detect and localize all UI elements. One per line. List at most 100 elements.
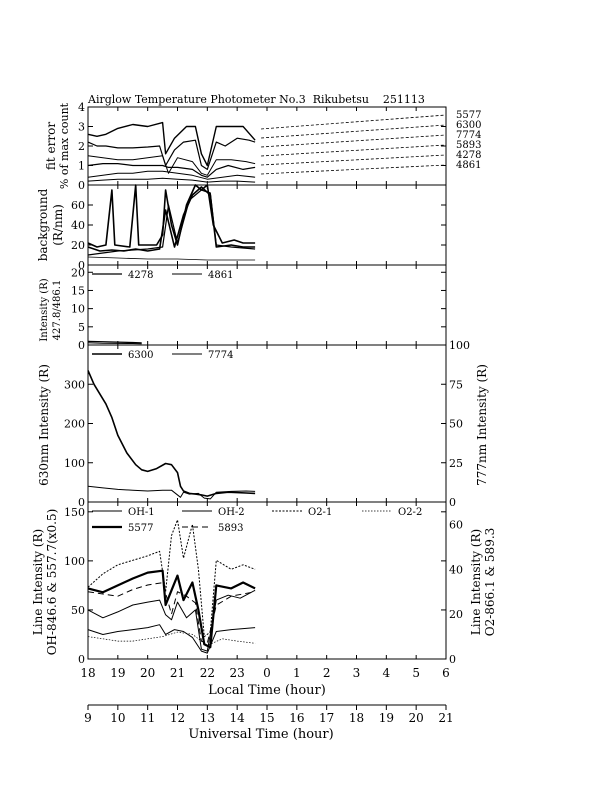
legend-leader (261, 144, 447, 157)
panel-630-777: 630nm Intensity (R) 777nm Intensity (R) (37, 344, 489, 503)
legend-label: 7774 (208, 350, 233, 361)
legend-leader (261, 114, 447, 130)
y2-tick-label: 40 (449, 563, 463, 576)
y-tick-label: 50 (71, 604, 85, 617)
panel-marks-background: 0 20 40 60 (71, 184, 447, 272)
legend-label: 6300 (456, 120, 481, 131)
local-time-tick-label: 18 (80, 666, 95, 680)
local-time-tick-label: 19 (110, 666, 125, 680)
panel-y2label: Line Intensity (R) (469, 529, 483, 635)
series-line-d (87, 256, 256, 261)
panel-line-intensity: Line Intensity (R) OH-846.6 & 557.7(x0.5… (31, 501, 497, 660)
legend-label: OH-1 (128, 507, 155, 518)
legend-leader (261, 164, 447, 175)
series-line-OH-2 (87, 624, 256, 654)
ut-tick-label: 18 (349, 711, 364, 725)
local-time-tick-label: 1 (293, 666, 301, 680)
local-time-tick-label: 23 (230, 666, 245, 680)
y-tick-label: 150 (64, 506, 85, 519)
panel-ylabel: 630nm Intensity (R) (37, 364, 51, 486)
local-time-tick-label: 5 (412, 666, 420, 680)
y-tick-label: 100 (64, 457, 85, 470)
y2-tick-label: 100 (449, 339, 470, 352)
legend-label: 6300 (128, 350, 153, 361)
y2-tick-label: 0 (449, 653, 456, 666)
y-tick-label: 15 (71, 284, 85, 297)
series-line-c (87, 189, 256, 256)
y-tick-label: 100 (64, 555, 85, 568)
y2-tick-label: 75 (449, 378, 463, 391)
series-line-5577 (87, 569, 256, 649)
legend-leader (261, 154, 447, 166)
panel-y2label2: O2-866.1 & 589.3 (483, 528, 497, 637)
panel-ylabel2: % of max count (58, 102, 71, 189)
panel-ylabel2: 427.8/486.1 (52, 280, 63, 341)
series-line-O2-2 (87, 631, 256, 646)
ut-tick-label: 16 (289, 711, 304, 725)
local-time-axis: Local Time (hour) (208, 683, 326, 698)
panel-marks-intensity-blue: 0 5 10 15 20 4278 4861 (71, 265, 447, 352)
y-tick-label: 3 (78, 121, 85, 134)
legend-label: O2-1 (308, 507, 332, 518)
ut-tick-label: 12 (170, 711, 185, 725)
y-tick-label: 0 (78, 179, 85, 192)
panel-marks-line-intensity: 0 50 100 150 0 20 40 60 OH-1 OH-2 O2-1 O2-2 5577 5893 (64, 502, 463, 666)
ut-axis-label: Universal Time (hour) (188, 727, 333, 742)
series-line-O2-1 (87, 519, 256, 638)
ut-tick-label: 10 (110, 711, 125, 725)
y-tick-label: 0 (78, 339, 85, 352)
legend-label: 4861 (208, 270, 233, 281)
legend-label: 5577 (128, 523, 153, 534)
y-tick-label: 0 (78, 259, 85, 272)
y-tick-label: 300 (64, 378, 85, 391)
panel-background: background (R/nm) (36, 184, 447, 266)
y-tick-label: 20 (71, 239, 85, 252)
ut-tick-label: 17 (319, 711, 334, 725)
legend-label: 4861 (456, 160, 481, 171)
legend-leader (261, 134, 447, 148)
y2-tick-label: 60 (449, 518, 463, 531)
legend-label: 5893 (218, 523, 243, 534)
local-time-axis-label: Local Time (hour) (208, 683, 326, 698)
series-line-4861 (87, 342, 142, 345)
local-time-tick-label: 4 (383, 666, 391, 680)
y-tick-label: 20 (71, 266, 85, 279)
y2-tick-label: 20 (449, 608, 463, 621)
panel-y2label: 777nm Intensity (R) (475, 364, 489, 486)
panel-frame (87, 184, 447, 266)
panel-ylabel: Line Intensity (R) (31, 529, 45, 635)
legend-label: O2-2 (398, 507, 422, 518)
series-line-5577 (87, 137, 256, 170)
y-tick-label: 1 (78, 160, 85, 173)
y-tick-label: 60 (71, 199, 85, 212)
panel-ylabel: background (36, 188, 50, 261)
y-tick-label: 5 (78, 321, 85, 334)
panel-ylabel: fit error (44, 122, 58, 170)
y-tick-label: 200 (64, 418, 85, 431)
local-time-ticks: 18 19 20 21 22 23 0 1 2 3 4 5 6 (80, 666, 449, 680)
local-time-tick-label: 0 (263, 666, 271, 680)
legend-leader (261, 124, 447, 139)
local-time-tick-label: 3 (353, 666, 361, 680)
y2-tick-label: 0 (449, 496, 456, 509)
local-time-tick-label: 22 (200, 666, 215, 680)
legend-label: 5577 (456, 110, 481, 121)
legend-label: 4278 (128, 270, 153, 281)
series-line-4861 (87, 177, 256, 183)
series-line-OH-1 (87, 589, 256, 652)
chart-marks: 0123455776300777458934278486102040600510… (64, 101, 481, 725)
panel-ylabel2: OH-846.6 & 557.7(x0.5) (45, 509, 59, 656)
ut-tick-label: 9 (84, 711, 92, 725)
series-line-4278 (87, 170, 256, 180)
local-time-tick-label: 20 (140, 666, 155, 680)
y-tick-label: 10 (71, 303, 85, 316)
series-line-6300 (87, 163, 256, 178)
ut-tick-label: 21 (438, 711, 453, 725)
ut-tick-label: 15 (259, 711, 274, 725)
panel-marks-630-777: 0 100 200 300 0 25 50 75 100 6300 7774 (64, 339, 470, 509)
ut-tick-label: 19 (379, 711, 394, 725)
panel-frame (87, 344, 447, 503)
series-line-5893 (87, 582, 256, 644)
y-tick-label: 2 (78, 140, 85, 153)
